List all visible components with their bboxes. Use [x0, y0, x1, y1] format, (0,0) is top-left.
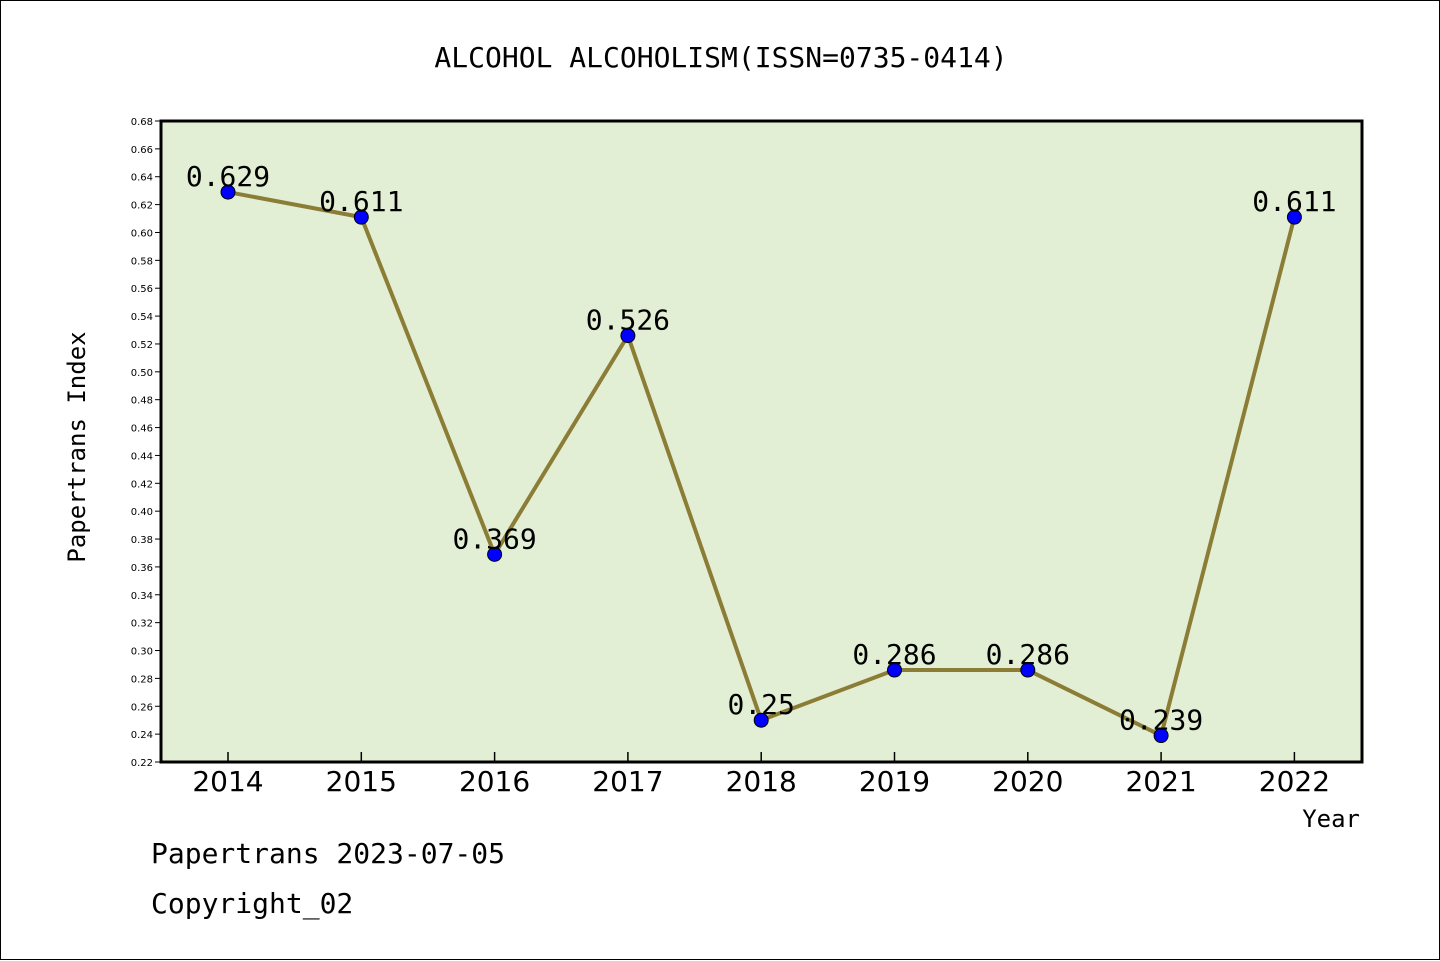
data-point — [620, 328, 636, 344]
data-label: 0.611 — [1252, 185, 1336, 218]
y-tick-label: 0.36 — [131, 563, 153, 574]
data-point — [1153, 728, 1169, 744]
y-tick-label: 0.66 — [131, 145, 153, 156]
y-tick-label: 0.60 — [131, 228, 153, 239]
y-axis-label: Papertrans Index — [63, 331, 91, 562]
y-tick-label: 0.62 — [131, 201, 153, 212]
data-label: 0.239 — [1119, 704, 1203, 737]
y-axis: 0.22 0.24 0.26 0.28 0.30 0.32 0.34 0.36 0.38 0.40… — [131, 117, 161, 769]
y-tick-label: 0.54 — [131, 312, 153, 323]
x-tick-label: 2014 — [192, 765, 263, 798]
y-tick-label: 0.68 — [131, 117, 153, 128]
y-tick-label: 0.42 — [131, 479, 153, 490]
data-point — [1286, 209, 1302, 225]
x-tick-label: 2017 — [592, 765, 663, 798]
y-tick-label: 0.44 — [131, 451, 153, 462]
data-point — [1020, 662, 1036, 678]
footer-copyright: Copyright_02 — [151, 887, 354, 920]
y-tick-label: 0.56 — [131, 284, 153, 295]
data-label: 0.369 — [452, 522, 536, 555]
y-tick-label: 0.30 — [131, 647, 153, 658]
y-tick-label: 0.22 — [131, 758, 153, 769]
y-tick-label: 0.24 — [131, 730, 153, 741]
chart-title: ALCOHOL ALCOHOLISM(ISSN=0735-0414) — [434, 41, 1007, 74]
y-tick-label: 0.52 — [131, 340, 153, 351]
data-point — [353, 209, 369, 225]
data-label: 0.286 — [852, 638, 936, 671]
y-tick-label: 0.48 — [131, 396, 153, 407]
data-point — [887, 662, 902, 678]
x-tick-label: 2016 — [459, 765, 530, 798]
y-tick-label: 0.34 — [131, 591, 153, 602]
footer-date: Papertrans 2023-07-05 — [151, 837, 506, 870]
x-tick-label: 2022 — [1259, 765, 1330, 798]
plot-area — [159, 119, 1364, 764]
x-tick-label: 2019 — [859, 765, 930, 798]
y-tick-label: 0.40 — [131, 507, 153, 518]
y-tick-label: 0.64 — [131, 173, 153, 184]
y-tick-label: 0.26 — [131, 702, 153, 713]
y-tick-label: 0.46 — [131, 424, 153, 435]
data-point — [220, 184, 236, 200]
data-point — [753, 712, 769, 728]
series-group: 0.629 0.611 0.369 0.526 0.25 0.286 0.286 0.239 0… — [186, 160, 1337, 744]
y-tick-label: 0.58 — [131, 256, 153, 267]
x-tick-label: 2018 — [726, 765, 797, 798]
y-tick-label: 0.50 — [131, 368, 153, 379]
y-tick-label: 0.32 — [131, 619, 153, 630]
x-tick-label: 2015 — [326, 765, 397, 798]
data-label: 0.25 — [727, 688, 794, 721]
y-tick-label: 0.28 — [131, 674, 153, 685]
data-label: 0.286 — [986, 638, 1070, 671]
x-axis: 2014 2015 2016 2017 2018 2019 2020 2021 2022 — [192, 752, 1330, 798]
data-label: 0.526 — [586, 304, 670, 337]
x-tick-label: 2020 — [992, 765, 1063, 798]
y-tick-label: 0.38 — [131, 535, 153, 546]
data-label: 0.629 — [186, 160, 270, 193]
x-tick-label: 2021 — [1125, 765, 1196, 798]
x-axis-label: Year — [1302, 805, 1360, 833]
data-label: 0.611 — [319, 185, 403, 218]
data-point — [487, 546, 503, 562]
